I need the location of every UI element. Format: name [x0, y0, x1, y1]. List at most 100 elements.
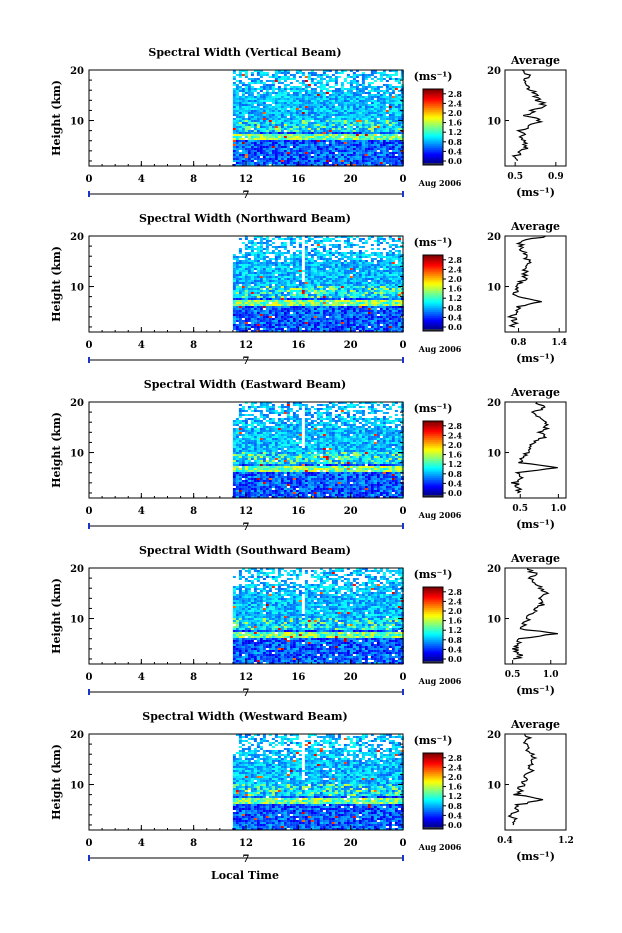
heatmap-cell: [350, 134, 353, 136]
heatmap-cell: [377, 310, 380, 312]
heatmap-cell: [368, 74, 371, 76]
heatmap-cell: [248, 138, 251, 140]
heatmap-cell: [242, 84, 245, 86]
heatmap-cell: [341, 306, 344, 308]
heatmap-cell: [317, 100, 320, 102]
heatmap-cell: [368, 238, 371, 240]
heatmap-cell: [368, 134, 371, 136]
heatmap-cell: [398, 300, 401, 302]
heatmap-cell: [332, 104, 335, 106]
heatmap-cell: [350, 148, 353, 150]
heatmap-cell: [302, 114, 305, 116]
heatmap-cell: [251, 72, 254, 74]
heatmap-cell: [335, 82, 338, 84]
heatmap-cell: [329, 96, 332, 98]
heatmap-cell: [257, 280, 260, 282]
heatmap-cell: [320, 312, 323, 314]
heatmap-cell: [314, 270, 317, 272]
heatmap-cell: [275, 142, 278, 144]
heatmap-cell: [239, 154, 242, 156]
heatmap-cell: [278, 272, 281, 274]
heatmap-cell: [323, 268, 326, 270]
heatmap-cell: [368, 286, 371, 288]
heatmap-cell: [314, 84, 317, 86]
heatmap-cell: [320, 158, 323, 160]
heatmap-cell: [287, 156, 290, 158]
heatmap-cell: [257, 122, 260, 124]
heatmap-cell: [254, 314, 257, 316]
heatmap-cell: [395, 88, 398, 90]
heatmap-cell: [362, 290, 365, 292]
heatmap-cell: [365, 88, 368, 90]
heatmap-cell: [362, 268, 365, 270]
heatmap-cell: [332, 142, 335, 144]
heatmap-cell: [263, 150, 266, 152]
heatmap-cell: [257, 248, 260, 250]
heatmap-cell: [323, 74, 326, 76]
heatmap-cell: [323, 86, 326, 88]
heatmap-cell: [374, 300, 377, 302]
heatmap-cell: [326, 114, 329, 116]
heatmap-cell: [323, 122, 326, 124]
heatmap-cell: [350, 144, 353, 146]
heatmap-cell: [284, 128, 287, 130]
heatmap-cell: [236, 162, 239, 164]
heatmap-cell: [356, 136, 359, 138]
heatmap-cell: [347, 266, 350, 268]
heatmap-cell: [245, 110, 248, 112]
heatmap-cell: [257, 302, 260, 304]
heatmap-cell: [314, 140, 317, 142]
heatmap-cell: [272, 134, 275, 136]
heatmap-cell: [236, 304, 239, 306]
heatmap-cell: [344, 282, 347, 284]
heatmap-cell: [353, 92, 356, 94]
heatmap-cell: [353, 278, 356, 280]
heatmap-cell: [272, 294, 275, 296]
heatmap-cell: [242, 118, 245, 120]
heatmap-cell: [335, 148, 338, 150]
heatmap-cell: [242, 108, 245, 110]
heatmap-cell: [287, 308, 290, 310]
heatmap-cell: [317, 146, 320, 148]
heatmap-cell: [398, 154, 401, 156]
heatmap-cell: [257, 256, 260, 258]
heatmap-cell: [335, 300, 338, 302]
heatmap-cell: [344, 114, 347, 116]
heatmap-cell: [365, 276, 368, 278]
heatmap-cell: [383, 320, 386, 322]
heatmap-cell: [383, 104, 386, 106]
heatmap-cell: [335, 100, 338, 102]
heatmap-cell: [341, 112, 344, 114]
heatmap-cell: [266, 86, 269, 88]
heatmap-cell: [296, 72, 299, 74]
heatmap-cell: [254, 272, 257, 274]
heatmap-cell: [257, 262, 260, 264]
heatmap-cell: [344, 326, 347, 328]
heatmap-cell: [383, 326, 386, 328]
heatmap-cell: [344, 88, 347, 90]
heatmap-cell: [305, 326, 308, 328]
heatmap-cell: [392, 240, 395, 242]
heatmap-cell: [371, 254, 374, 256]
heatmap-cell: [362, 252, 365, 254]
heatmap-cell: [329, 152, 332, 154]
heatmap-cell: [377, 136, 380, 138]
heatmap-cell: [317, 152, 320, 154]
heatmap-cell: [389, 118, 392, 120]
heatmap-cell: [293, 238, 296, 240]
heatmap-cell: [362, 92, 365, 94]
heatmap-cell: [311, 250, 314, 252]
heatmap-cell: [263, 136, 266, 138]
heatmap-cell: [383, 152, 386, 154]
heatmap-cell: [317, 282, 320, 284]
heatmap-cell: [239, 296, 242, 298]
heatmap-cell: [338, 140, 341, 142]
heatmap-cell: [290, 78, 293, 80]
heatmap-cell: [377, 318, 380, 320]
heatmap-cell: [302, 326, 305, 328]
heatmap-cell: [251, 156, 254, 158]
heatmap-cell: [314, 278, 317, 280]
heatmap-cell: [326, 106, 329, 108]
heatmap-cell: [269, 88, 272, 90]
heatmap-cell: [359, 122, 362, 124]
